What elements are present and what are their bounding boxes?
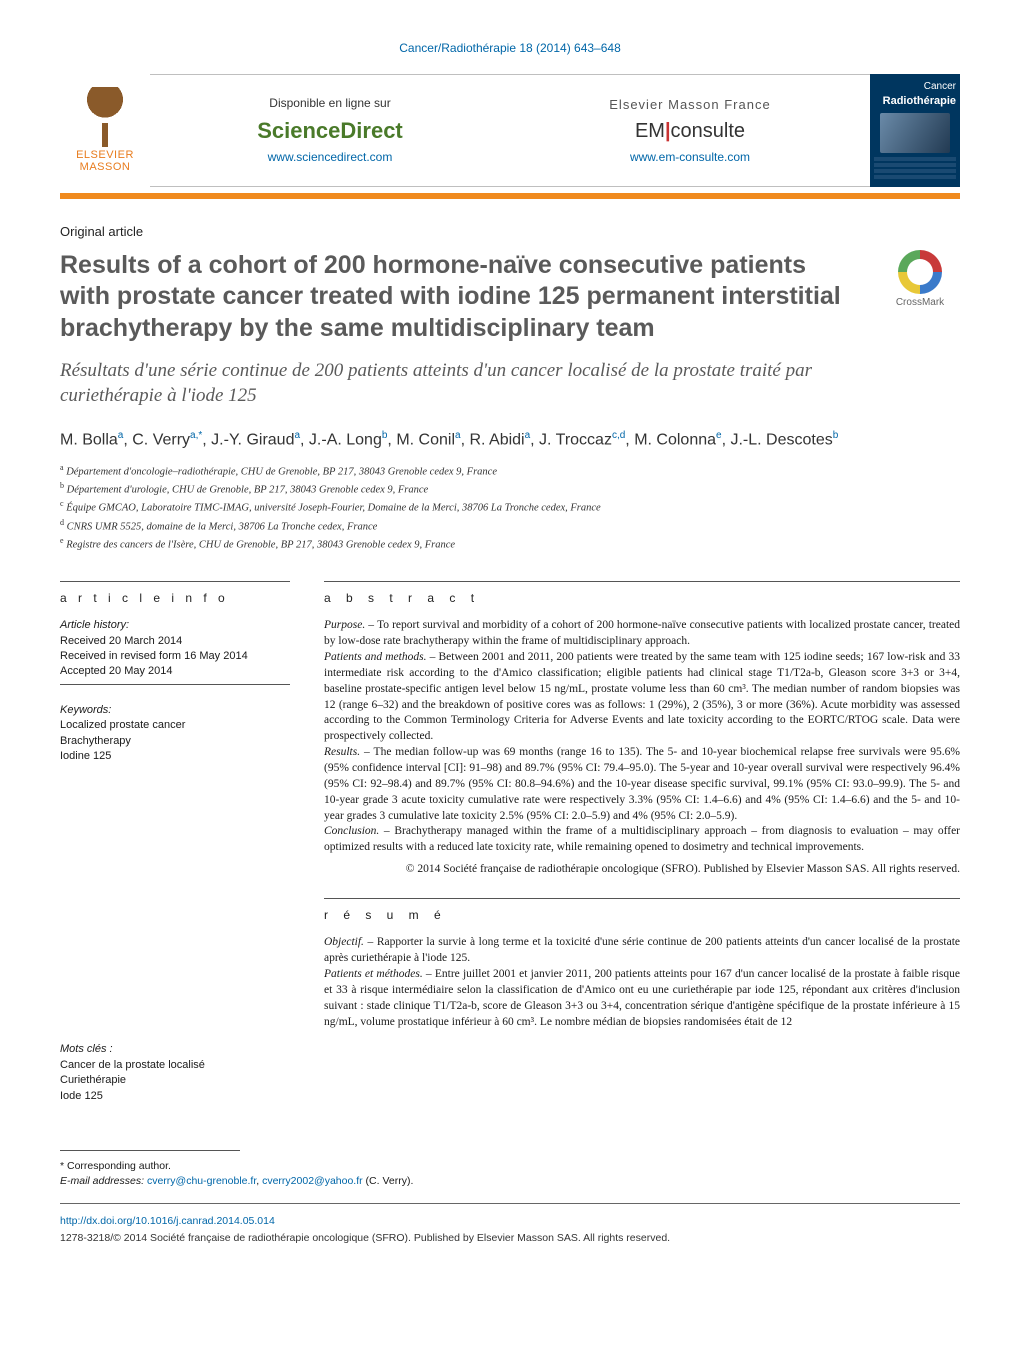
history-label: Article history: (60, 618, 290, 633)
emconsulte-logo: EM|consulte (635, 118, 745, 145)
orange-divider (60, 193, 960, 199)
article-title-en: Results of a cohort of 200 hormone-naïve… (60, 250, 860, 344)
affiliation-item: e Registre des cancers de l'Isère, CHU d… (60, 535, 960, 553)
doi-link[interactable]: http://dx.doi.org/10.1016/j.canrad.2014.… (60, 1214, 960, 1228)
keyword-item: Iodine 125 (60, 749, 290, 764)
publisher-name-2: MASSON (80, 161, 131, 173)
affiliation-item: c Équipe GMCAO, Laboratoire TIMC-IMAG, u… (60, 498, 960, 516)
sciencedirect-logo: ScienceDirect (257, 116, 403, 146)
history-revised: Received in revised form 16 May 2014 (60, 649, 290, 664)
cover-line2: Radiothérapie (874, 94, 956, 109)
article-history-block: Article history: Received 20 March 2014 … (60, 618, 290, 685)
sciencedirect-block: Disponible en ligne sur ScienceDirect ww… (150, 85, 510, 175)
purpose-label: Purpose. – (324, 619, 377, 631)
methods-text: Between 2001 and 2011, 200 patients were… (324, 651, 960, 742)
crossmark-label: CrossMark (896, 296, 944, 310)
affiliation-item: a Département d'oncologie–radiothérapie,… (60, 462, 960, 480)
avail-text-left: Disponible en ligne sur (269, 95, 390, 111)
sciencedirect-url[interactable]: www.sciencedirect.com (268, 149, 393, 165)
avail-text-right: Elsevier Masson France (609, 96, 770, 114)
corresponding-author: * Corresponding author. (60, 1159, 960, 1174)
motcle-item: Cancer de la prostate localisé (60, 1058, 290, 1073)
history-received: Received 20 March 2014 (60, 634, 290, 649)
journal-cover-thumbnail: Cancer Radiothérapie (870, 74, 960, 186)
abstract-copyright: © 2014 Société française de radiothérapi… (324, 862, 960, 878)
results-label: Results. – (324, 746, 374, 758)
motcle-item: Iode 125 (60, 1089, 290, 1104)
email-link-1[interactable]: cverry@chu-grenoble.fr (147, 1175, 256, 1187)
article-title-fr: Résultats d'une série continue de 200 pa… (60, 358, 820, 409)
emconsulte-url[interactable]: www.em-consulte.com (630, 149, 750, 165)
resume-methods-label: Patients et méthodes. – (324, 968, 435, 980)
conclusion-text: Brachytherapy managed within the frame o… (324, 825, 960, 853)
article-type: Original article (60, 223, 960, 241)
crossmark-badge[interactable]: CrossMark (880, 250, 960, 310)
motcle-item: Curiethérapie (60, 1073, 290, 1088)
email-link-2[interactable]: cverry2002@yahoo.fr (262, 1175, 363, 1187)
publisher-name-1: ELSEVIER (76, 149, 134, 161)
emconsulte-block: Elsevier Masson France EM|consulte www.e… (510, 85, 870, 175)
running-head: Cancer/Radiothérapie 18 (2014) 643–648 (60, 40, 960, 56)
affiliation-list: a Département d'oncologie–radiothérapie,… (60, 462, 960, 553)
email-suffix: (C. Verry). (363, 1175, 414, 1187)
abstract-body: Purpose. – To report survival and morbid… (324, 618, 960, 878)
crossmark-icon (898, 250, 942, 294)
motscles-block: Mots clés : Cancer de la prostate locali… (60, 1042, 290, 1104)
resume-head: r é s u m é (324, 898, 960, 923)
email-label: E-mail addresses: (60, 1175, 144, 1187)
cover-line1: Cancer (874, 80, 956, 94)
motscles-label: Mots clés : (60, 1042, 290, 1057)
header-band: ELSEVIERMASSON Disponible en ligne sur S… (60, 74, 960, 186)
issn-copyright: 1278-3218/© 2014 Société française de ra… (60, 1231, 960, 1245)
resume-body: Objectif. – Rapporter la survie à long t… (324, 935, 960, 1030)
footnotes: * Corresponding author. E-mail addresses… (60, 1159, 960, 1189)
article-info-head: a r t i c l e i n f o (60, 581, 290, 606)
keywords-block: Keywords: Localized prostate cancerBrach… (60, 703, 290, 765)
affiliation-item: b Département d'urologie, CHU de Grenobl… (60, 480, 960, 498)
keyword-item: Localized prostate cancer (60, 718, 290, 733)
author-list: M. Bollaa, C. Verrya,*, J.-Y. Girauda, J… (60, 429, 960, 452)
affiliation-item: d CNRS UMR 5525, domaine de la Merci, 38… (60, 517, 960, 535)
objectif-text: Rapporter la survie à long terme et la t… (324, 936, 960, 964)
results-text: The median follow-up was 69 months (rang… (324, 746, 960, 821)
keyword-item: Brachytherapy (60, 734, 290, 749)
abstract-head: a b s t r a c t (324, 581, 960, 606)
keywords-label: Keywords: (60, 703, 290, 718)
history-accepted: Accepted 20 May 2014 (60, 664, 290, 679)
conclusion-label: Conclusion. – (324, 825, 394, 837)
elsevier-tree-icon (75, 87, 135, 147)
publisher-logo: ELSEVIERMASSON (60, 74, 150, 186)
objectif-label: Objectif. – (324, 936, 377, 948)
purpose-text: To report survival and morbidity of a co… (324, 619, 960, 647)
methods-label: Patients and methods. – (324, 651, 439, 663)
cover-image-icon (880, 113, 950, 153)
